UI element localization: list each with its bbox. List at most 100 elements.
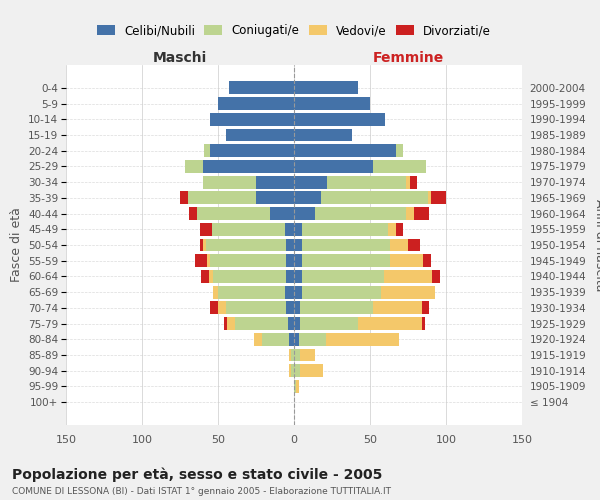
Bar: [300, 317, 358, 330]
Bar: [214, 286, 218, 298]
Bar: [229, 82, 294, 94]
Bar: [294, 302, 300, 314]
Bar: [195, 254, 208, 267]
Bar: [390, 254, 423, 267]
Bar: [396, 144, 403, 157]
Bar: [254, 333, 262, 346]
Text: Femmine: Femmine: [373, 51, 443, 65]
Bar: [300, 348, 315, 362]
Text: Popolazione per età, sesso e stato civile - 2005: Popolazione per età, sesso e stato civil…: [12, 468, 382, 482]
Y-axis label: Anni di nascita: Anni di nascita: [593, 198, 600, 291]
Bar: [396, 223, 403, 235]
Bar: [208, 254, 211, 267]
Bar: [226, 302, 286, 314]
Bar: [380, 286, 436, 298]
Bar: [302, 254, 390, 267]
Bar: [218, 302, 226, 314]
Bar: [422, 317, 425, 330]
Text: COMUNE DI LESSONA (BI) - Dati ISTAT 1° gennaio 2005 - Elaborazione TUTTITALIA.IT: COMUNE DI LESSONA (BI) - Dati ISTAT 1° g…: [12, 488, 391, 496]
Bar: [197, 207, 269, 220]
Bar: [235, 317, 288, 330]
Bar: [203, 176, 256, 188]
Bar: [299, 333, 326, 346]
Bar: [294, 176, 328, 188]
Bar: [358, 317, 422, 330]
Bar: [294, 113, 385, 126]
Bar: [294, 380, 296, 393]
Bar: [294, 97, 370, 110]
Bar: [214, 270, 286, 283]
Bar: [302, 270, 383, 283]
Bar: [423, 254, 431, 267]
Bar: [211, 113, 294, 126]
Bar: [203, 238, 206, 252]
Bar: [262, 333, 289, 346]
Y-axis label: Fasce di età: Fasce di età: [10, 208, 23, 282]
Bar: [302, 238, 390, 252]
Bar: [286, 238, 294, 252]
Bar: [373, 160, 426, 173]
Bar: [390, 238, 408, 252]
Bar: [431, 192, 446, 204]
Bar: [422, 302, 429, 314]
Bar: [285, 223, 294, 235]
Bar: [328, 176, 406, 188]
Bar: [291, 364, 294, 377]
Bar: [373, 302, 422, 314]
Bar: [294, 82, 358, 94]
Bar: [294, 128, 352, 141]
Bar: [185, 160, 203, 173]
Bar: [200, 223, 212, 235]
Bar: [289, 364, 291, 377]
Bar: [227, 317, 235, 330]
Bar: [269, 207, 294, 220]
Bar: [200, 238, 203, 252]
Bar: [205, 144, 211, 157]
Bar: [294, 238, 302, 252]
Bar: [302, 223, 388, 235]
Bar: [408, 238, 420, 252]
Bar: [294, 317, 300, 330]
Bar: [256, 192, 294, 204]
Bar: [294, 223, 302, 235]
Bar: [406, 207, 414, 220]
Bar: [410, 176, 417, 188]
Bar: [224, 317, 227, 330]
Bar: [256, 176, 294, 188]
Bar: [300, 364, 323, 377]
Bar: [212, 223, 285, 235]
Bar: [296, 380, 299, 393]
Bar: [291, 348, 294, 362]
Text: Maschi: Maschi: [153, 51, 207, 65]
Bar: [209, 270, 214, 283]
Bar: [288, 317, 294, 330]
Bar: [203, 160, 294, 173]
Bar: [294, 192, 322, 204]
Bar: [294, 286, 302, 298]
Bar: [206, 238, 286, 252]
Bar: [286, 254, 294, 267]
Bar: [322, 192, 428, 204]
Bar: [428, 192, 431, 204]
Bar: [294, 207, 315, 220]
Bar: [302, 286, 380, 298]
Bar: [414, 207, 429, 220]
Bar: [218, 286, 285, 298]
Bar: [326, 333, 399, 346]
Bar: [188, 192, 256, 204]
Bar: [211, 302, 218, 314]
Bar: [286, 302, 294, 314]
Bar: [294, 144, 396, 157]
Bar: [211, 144, 294, 157]
Bar: [300, 302, 373, 314]
Bar: [285, 286, 294, 298]
Bar: [294, 333, 299, 346]
Bar: [294, 348, 300, 362]
Bar: [294, 254, 302, 267]
Bar: [289, 333, 294, 346]
Bar: [383, 270, 433, 283]
Bar: [286, 270, 294, 283]
Bar: [226, 128, 294, 141]
Bar: [189, 207, 197, 220]
Bar: [211, 254, 286, 267]
